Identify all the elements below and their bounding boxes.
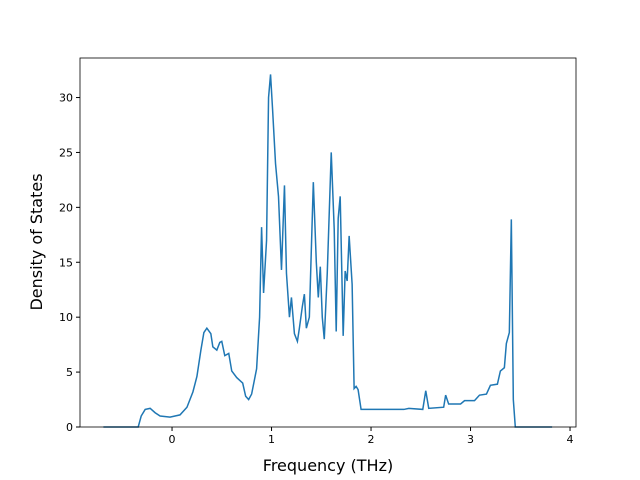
x-tick-label: 4 [567,433,574,446]
y-tick-label: 15 [59,256,73,269]
y-tick-label: 10 [59,311,73,324]
x-tick-label: 0 [169,433,176,446]
y-tick-label: 30 [59,92,73,105]
x-tick-label: 2 [368,433,375,446]
x-tick-label: 1 [268,433,275,446]
plot-frame [79,57,577,428]
x-axis-label: Frequency (THz) [263,456,393,475]
x-tick-label: 3 [467,433,474,446]
y-tick-label: 25 [59,146,73,159]
y-tick-label: 20 [59,201,73,214]
y-tick-label: 0 [66,421,73,434]
y-tick-label: 5 [66,366,73,379]
line [103,74,553,428]
y-axis-label: Density of States [27,173,46,310]
